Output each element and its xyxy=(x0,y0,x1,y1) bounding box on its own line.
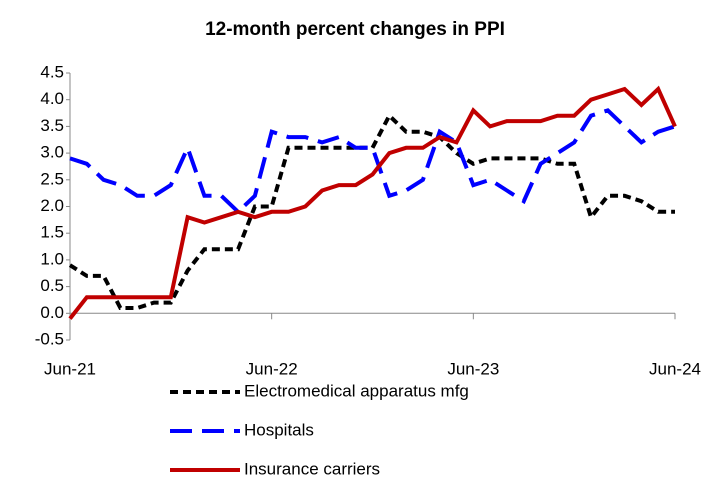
y-tick-label: 2.5 xyxy=(40,169,64,188)
y-tick-label: 1.5 xyxy=(40,223,64,242)
y-tick-label: 1.0 xyxy=(40,249,64,268)
series-line xyxy=(68,112,675,310)
y-tick-label: 3.5 xyxy=(40,116,64,135)
series-line xyxy=(69,108,676,215)
legend-label: Insurance carriers xyxy=(244,459,380,478)
legend-label: Electromedical apparatus mfg xyxy=(244,381,469,400)
y-tick-label: 3.0 xyxy=(40,143,64,162)
y-tick-label: 4.5 xyxy=(40,62,64,81)
y-tick-label: 0.5 xyxy=(40,276,64,295)
x-tick-label: Jun-23 xyxy=(447,359,499,378)
y-tick-label: 4.0 xyxy=(40,89,64,108)
y-tick-label: -0.5 xyxy=(35,329,64,348)
series-line xyxy=(68,85,677,320)
x-tick-label: Jun-22 xyxy=(246,359,298,378)
legend-label: Hospitals xyxy=(244,420,314,439)
chart-title: 12-month percent changes in PPI xyxy=(205,19,505,40)
y-tick-label: 0.0 xyxy=(40,303,64,322)
x-tick-label: Jun-24 xyxy=(649,359,701,378)
y-tick-label: 2.0 xyxy=(40,196,64,215)
x-tick-label: Jun-21 xyxy=(44,359,96,378)
